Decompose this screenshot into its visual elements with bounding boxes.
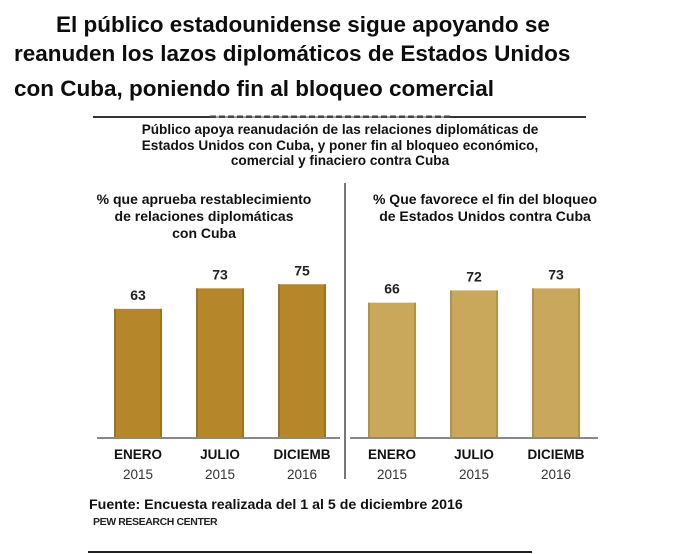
right-tick-year-1: 2015 [377,467,407,482]
right-data-label-3: 73 [548,266,564,282]
left-bar-1 [114,308,162,438]
chart-subtitle: Público apoya reanudación de las relacio… [60,122,620,169]
left-data-label-1: 63 [130,287,146,303]
headline-line-2: reanuden los lazos diplomáticos de Estad… [14,41,571,66]
right-data-label-2: 72 [466,268,482,284]
left-bar-edge-right-2 [242,288,244,438]
right-tick-year-2: 2015 [459,467,489,482]
right-title-line-1: % Que favorece el fin del bloqueo [372,191,598,207]
left-bar-edge-right-1 [160,308,162,438]
panel-divider [344,183,346,479]
left-title-line-2: de relaciones diplomáticas [114,208,294,224]
bottom-rule [88,551,532,553]
left-bar-2 [196,288,244,438]
right-bar-edge-2 [450,290,452,438]
left-tick-month-2: JULIO [200,447,240,462]
right-bar-edge-right-3 [578,288,580,438]
right-bar-edge-right-1 [414,302,416,438]
left-tick-month-3: DICIEMB [274,447,331,462]
left-bar-edge-right-3 [324,284,326,438]
right-bar-3 [532,288,580,438]
right-tick-year-3: 2016 [541,467,571,482]
left-tick-year-1: 2015 [123,467,153,482]
right-bar-edge-1 [368,302,370,438]
right-data-label-1: 66 [384,281,400,297]
left-title-line-3: con Cuba [172,225,236,241]
right-bar-edge-3 [532,288,534,438]
right-bar-1 [368,302,416,438]
right-tick-month-2: JULIO [454,447,494,462]
left-data-label-2: 73 [212,266,228,282]
left-tick-year-2: 2015 [205,467,235,482]
subtitle-line-3: comercial y finaciero contra Cuba [230,153,450,168]
left-title-line-1: % que aprueba restablecimiento [96,191,312,207]
headline-line-3: con Cuba, poniendo fin al bloqueo comerc… [14,76,495,101]
left-bar-edge-1 [114,308,116,438]
right-tick-month-3: DICIEMB [528,447,585,462]
source-note: Fuente: Encuesta realizada del 1 al 5 de… [89,497,463,513]
left-tick-month-1: ENERO [114,447,162,462]
publisher-logo-text: PEW RESEARCH CENTER [93,516,218,528]
headline-line-1: El público estadounidense sigue apoyando… [56,12,550,37]
right-bar-edge-right-2 [496,290,498,438]
left-panel-title: % que aprueba restablecimiento de relaci… [68,191,340,242]
left-bar-3 [278,284,326,438]
left-data-label-3: 75 [294,262,310,278]
right-tick-month-1: ENERO [368,447,416,462]
right-bar-2 [450,290,498,438]
subtitle-line-1: Público apoya reanudación de las relacio… [141,122,539,137]
right-panel-title: % Que favorece el fin del bloqueo de Est… [354,191,616,225]
left-tick-year-3: 2016 [287,467,317,482]
subtitle-line-2: Estados Unidos con Cuba, y poner fin al … [141,137,539,153]
obscured-text-strip [210,115,450,118]
right-title-line-2: de Estados Unidos contra Cuba [379,208,591,224]
left-bar-edge-2 [196,288,198,438]
left-bar-edge-3 [278,284,280,438]
